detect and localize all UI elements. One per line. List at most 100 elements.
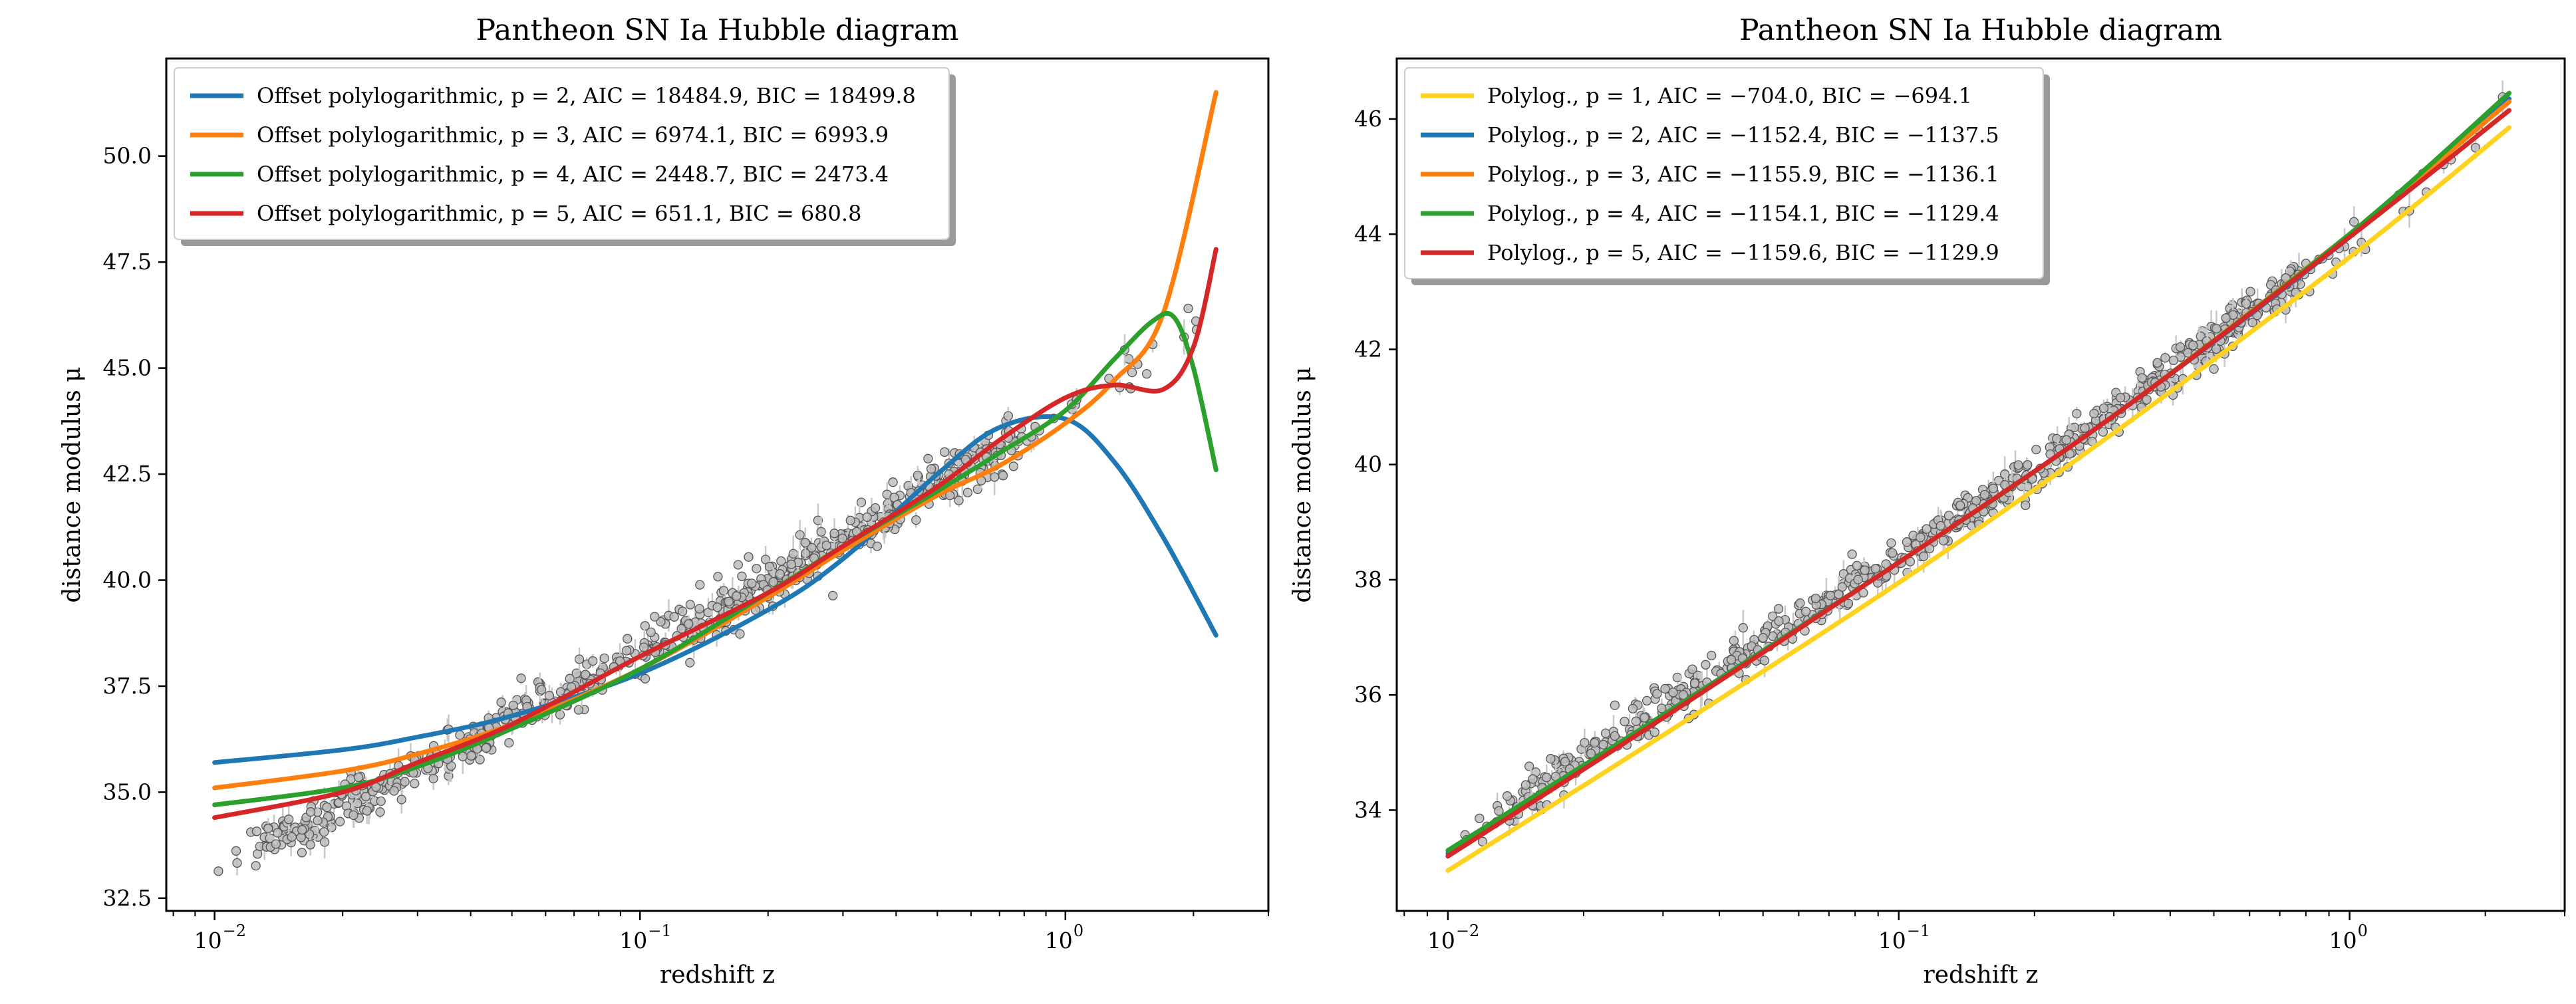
data-point [646,627,656,638]
data-point [1707,650,1717,661]
x-tick-label: 10 [1045,928,1073,953]
data-point [2031,444,2041,455]
legend-label: Polylog., p = 1, AIC = −704.0, BIC = −69… [1487,83,1972,108]
data-point [2021,500,2031,511]
data-point [319,827,329,837]
data-point [786,559,796,569]
data-point [807,543,817,553]
data-point [2023,459,2033,470]
data-point [1979,489,1990,500]
data-point [2209,364,2219,374]
data-point [496,697,506,707]
data-point [313,815,323,826]
y-tick-label: 42.5 [103,461,152,487]
legend: Offset polylogarithmic, p = 2, AIC = 184… [174,67,956,246]
data-point [599,653,609,664]
y-tick-label: 50.0 [103,143,152,169]
data-point [273,828,283,838]
data-point [251,860,261,871]
data-point [375,807,385,817]
chart-title: Pantheon SN Ia Hubble diagram [476,13,958,47]
data-point [335,816,345,826]
data-point [1919,551,1929,561]
data-point [555,709,565,720]
data-point [621,646,632,656]
series-line-1 [212,414,1218,765]
data-point [669,612,679,622]
legend-label: Offset polylogarithmic, p = 3, AIC = 697… [257,122,889,148]
y-tick-label: 42 [1354,336,1382,362]
data-point [2245,287,2255,297]
data-point [1524,761,1534,771]
data-point [650,612,660,622]
data-point [305,807,316,817]
data-point [428,773,438,784]
data-point [2188,340,2198,350]
data-point [828,590,838,600]
data-point [2098,403,2109,414]
data-point [263,823,273,834]
y-tick-label: 45.0 [103,355,152,381]
y-tick-label: 38 [1354,566,1382,592]
data-point [1689,678,1700,688]
data-point [475,755,485,765]
data-point [362,806,372,816]
data-point [2013,460,2023,470]
legend-box [1404,67,2044,279]
x-tick-exponent: −1 [648,922,671,940]
data-point [1701,660,1711,670]
data-point [231,846,241,856]
legend-label: Offset polylogarithmic, p = 2, AIC = 184… [257,83,916,108]
legend-box [174,67,950,240]
data-point [768,577,778,587]
data-point [1810,593,1821,604]
data-point [998,471,1008,481]
data-point [574,654,585,664]
data-point [962,487,973,497]
data-point [685,658,695,668]
y-tick-label: 32.5 [103,885,152,911]
data-point [733,560,743,570]
chart-title: Pantheon SN Ia Hubble diagram [1739,13,2222,47]
series-line-1 [1445,125,2512,873]
data-point [694,604,704,614]
x-tick-exponent: 0 [2358,922,2368,940]
data-point [2470,142,2481,153]
data-point [297,848,307,858]
data-point [1687,664,1697,674]
data-point [695,580,705,590]
data-point [870,503,881,513]
x-axis-label: redshift z [660,961,775,989]
legend-label: Polylog., p = 4, AIC = −1154.1, BIC = −1… [1487,201,1999,226]
data-point [1542,773,1552,783]
data-point [1668,688,1678,697]
data-point [990,472,1000,482]
data-point [1843,598,1854,608]
data-point [1657,703,1667,713]
y-tick-label: 35.0 [103,779,152,805]
data-point [732,591,742,601]
data-point [2080,423,2090,433]
data-point [319,837,330,847]
data-point [353,799,362,809]
data-point [862,512,872,522]
legend-label: Polylog., p = 2, AIC = −1152.4, BIC = −1… [1487,122,1999,148]
y-tick-label: 36 [1354,682,1382,707]
data-point [2052,434,2062,444]
data-point [516,673,526,684]
data-point [1800,606,1811,616]
y-tick-label: 40 [1354,451,1382,477]
data-point [1853,574,1863,584]
data-point [327,822,337,832]
data-point [1652,689,1662,699]
data-point [713,572,723,582]
series-line-2 [212,90,1218,791]
y-tick-label: 47.5 [103,249,152,275]
data-point [639,642,649,652]
data-point [845,515,855,525]
series-lines [212,90,1218,820]
data-point [737,571,747,581]
data-point [1678,690,1688,700]
y-tick-label: 37.5 [103,673,152,699]
data-point [684,619,694,629]
